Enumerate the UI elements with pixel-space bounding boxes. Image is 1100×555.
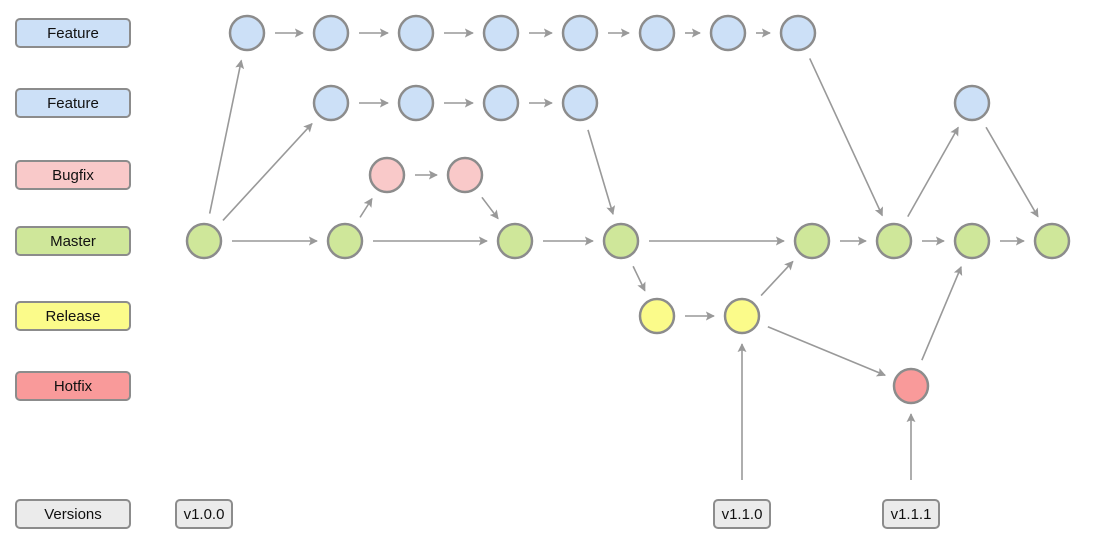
arrow-b1-m2 <box>481 196 499 220</box>
arrow-h0-m6 <box>921 265 963 361</box>
commit-master <box>602 222 640 260</box>
lane-label-text: Versions <box>44 506 102 523</box>
commits <box>185 14 1071 405</box>
version-tag-text: v1.1.1 <box>891 506 932 523</box>
version-tag: v1.1.1 <box>882 499 940 529</box>
lane-label-text: Hotfix <box>54 378 93 395</box>
version-tag-text: v1.1.0 <box>722 506 763 523</box>
arrow-m0-f20 <box>222 122 313 221</box>
lane-label-feature1: Feature <box>15 18 131 48</box>
arrow-m1-b0 <box>359 197 373 218</box>
arrow-f24-m7 <box>985 126 1039 218</box>
arrow-r1-h0 <box>767 325 886 377</box>
arrow-f17-m5 <box>809 58 883 217</box>
lane-label-bugfix: Bugfix <box>15 160 131 190</box>
commit-feature1 <box>638 14 676 52</box>
lane-label-hotfix: Hotfix <box>15 371 131 401</box>
commit-master <box>953 222 991 260</box>
commit-feature1 <box>561 14 599 52</box>
arrow-f23-m3 <box>587 129 616 216</box>
commit-feature2 <box>953 84 991 122</box>
arrow-r1-m4 <box>760 260 794 297</box>
version-tag: v1.0.0 <box>175 499 233 529</box>
commit-feature1 <box>312 14 350 52</box>
commit-feature1 <box>397 14 435 52</box>
lane-label-versions: Versions <box>15 499 131 529</box>
commit-feature2 <box>397 84 435 122</box>
commit-master <box>875 222 913 260</box>
commit-bugfix <box>368 156 406 194</box>
commit-feature1 <box>709 14 747 52</box>
commit-bugfix <box>446 156 484 194</box>
commit-feature2 <box>482 84 520 122</box>
commit-feature1 <box>228 14 266 52</box>
arrow-m5-f24 <box>907 126 959 218</box>
lane-label-text: Bugfix <box>52 167 94 184</box>
commit-master <box>326 222 364 260</box>
version-tag-text: v1.0.0 <box>184 506 225 523</box>
commit-feature1 <box>779 14 817 52</box>
lane-label-release: Release <box>15 301 131 331</box>
lane-label-feature2: Feature <box>15 88 131 118</box>
commit-feature1 <box>482 14 520 52</box>
lane-label-text: Master <box>50 233 96 250</box>
commit-master <box>185 222 223 260</box>
arrow-m0-f10 <box>208 59 245 214</box>
lane-label-text: Feature <box>47 25 99 42</box>
commit-release <box>723 297 761 335</box>
edges <box>208 28 1039 480</box>
lane-label-master: Master <box>15 226 131 256</box>
commit-feature2 <box>312 84 350 122</box>
commit-master <box>793 222 831 260</box>
lane-label-text: Release <box>45 308 100 325</box>
commit-feature2 <box>561 84 599 122</box>
lane-labels: Feature Feature Bugfix Master Release Hotfix V… <box>15 18 940 529</box>
commit-hotfix <box>892 367 930 405</box>
lane-label-text: Feature <box>47 95 99 112</box>
commit-master <box>496 222 534 260</box>
commit-release <box>638 297 676 335</box>
version-tag: v1.1.0 <box>713 499 771 529</box>
commit-master <box>1033 222 1071 260</box>
arrow-m3-r0 <box>632 265 646 292</box>
